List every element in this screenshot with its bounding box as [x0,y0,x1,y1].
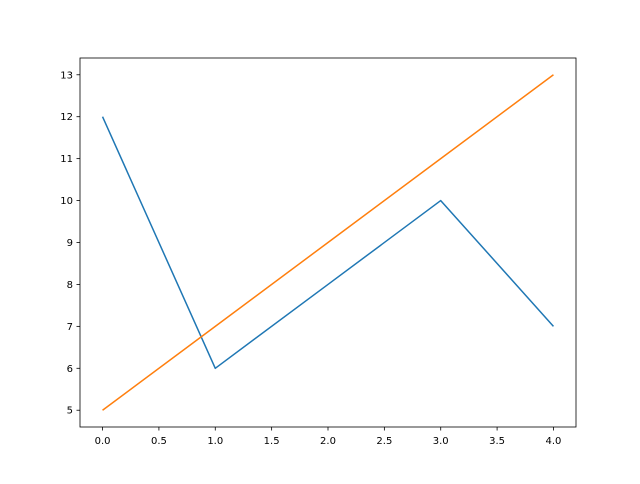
y-tick-label: 9 [67,238,73,249]
x-tick-label: 3.0 [433,436,449,447]
y-tick-label: 7 [67,322,73,333]
x-tick-label: 2.0 [320,436,336,447]
x-tick-label: 4.0 [546,436,562,447]
y-tick-label: 6 [67,364,73,375]
x-tick-label: 3.5 [489,436,505,447]
series-0-line [101,116,555,370]
x-tick-label: 1.0 [207,436,223,447]
y-tick-label: 10 [60,196,73,207]
y-tick-label: 12 [60,112,73,123]
x-tick-label: 2.5 [376,436,392,447]
y-tick-label: 5 [67,406,73,417]
x-tick-label: 0.0 [95,436,111,447]
series-1-line [102,74,554,411]
y-tick-label: 13 [60,70,73,81]
x-tick-label: 1.5 [264,436,280,447]
plot-frame [79,57,577,428]
y-tick-label: 11 [60,154,73,165]
x-tick-label: 0.5 [151,436,167,447]
y-tick-label: 8 [67,280,73,291]
